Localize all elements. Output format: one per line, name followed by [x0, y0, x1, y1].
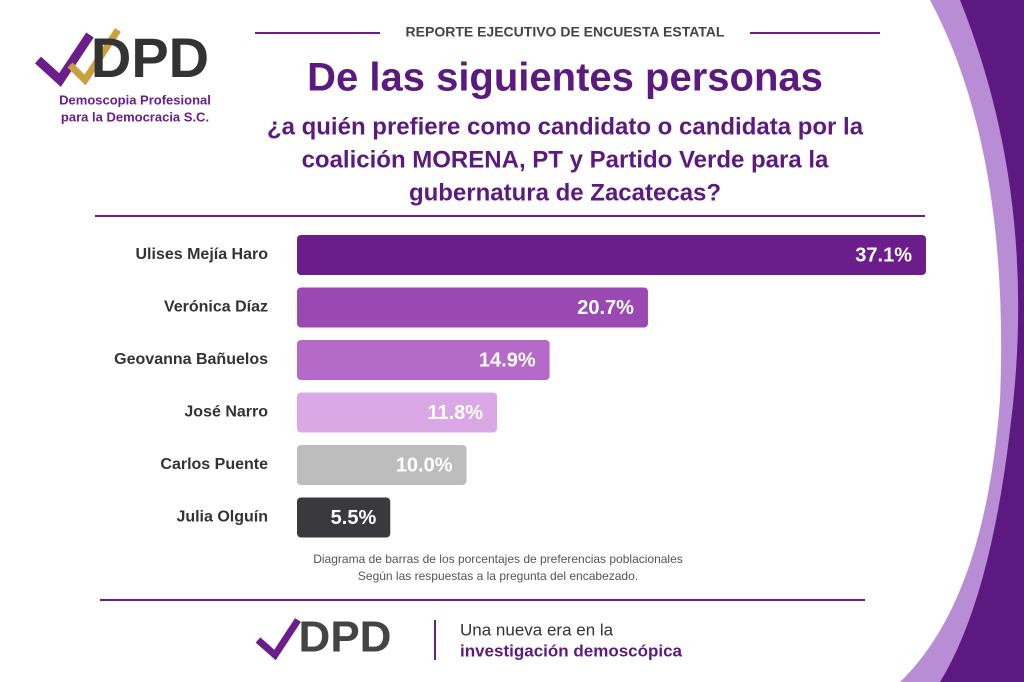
bar	[297, 445, 467, 485]
bar	[297, 235, 926, 275]
question: gubernatura de Zacatecas?	[409, 179, 721, 206]
value-label: 37.1%	[855, 244, 912, 266]
category-label: Carlos Puente	[160, 456, 268, 473]
tagline: investigación demoscópica	[460, 641, 683, 660]
value-label: 20.7%	[577, 297, 634, 319]
footer-logo: DPD	[299, 613, 392, 662]
value-label: 11.8%	[427, 402, 483, 424]
caption: Según las respuestas a la pregunta del e…	[358, 569, 638, 583]
swoosh-dark	[940, 0, 1024, 682]
bar-chart: Ulises Mejía Haro 37.1% Verónica Díaz 20.7%…	[114, 235, 926, 538]
logo-check	[34, 32, 94, 87]
question: coalición MORENA, PT y Partido Verde par…	[302, 146, 829, 173]
value-label: 14.9%	[479, 349, 536, 371]
category-label: Geovanna Bañuelos	[114, 351, 268, 368]
logo-check-gold	[67, 28, 121, 86]
caption: Diagrama de barras de los porcentajes de…	[313, 552, 683, 566]
footer-check	[255, 618, 301, 661]
value-label: 5.5%	[331, 507, 377, 529]
tagline: Una nueva era en la	[460, 620, 614, 639]
bar	[297, 392, 498, 433]
org-name: para la Democracia S.C.	[61, 109, 209, 124]
kicker: REPORTE EJECUTIVO DE ENCUESTA ESTATAL	[406, 24, 725, 40]
category-label: Julia Olguín	[176, 509, 268, 526]
bar	[297, 497, 391, 538]
value-label: 10.0%	[396, 454, 453, 476]
category-label: Ulises Mejía Haro	[136, 246, 269, 263]
title: De las siguientes personas	[307, 56, 823, 100]
category-label: José Narro	[184, 404, 268, 421]
bar	[297, 287, 648, 328]
swoosh-light	[900, 0, 1024, 682]
logo-text: DPD	[91, 26, 209, 89]
decor	[34, 0, 1024, 682]
org-name: Demoscopia Profesional	[59, 92, 211, 107]
category-label: Verónica Díaz	[164, 299, 268, 316]
question: ¿a quién prefiere como candidato o candi…	[267, 113, 864, 140]
bar	[297, 340, 550, 380]
